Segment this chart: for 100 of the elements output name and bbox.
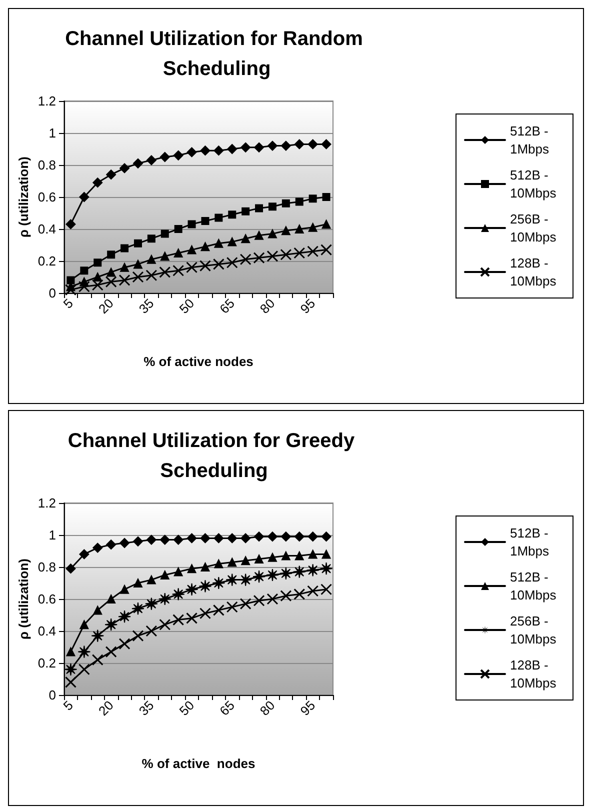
point — [186, 533, 197, 544]
point — [280, 140, 291, 151]
point — [240, 598, 252, 610]
legend-label: 512B - 1Mbps — [510, 124, 552, 156]
point — [80, 266, 88, 275]
point — [200, 242, 210, 252]
y-tick-label: 0.8 — [38, 560, 56, 574]
point — [106, 540, 116, 550]
point — [160, 252, 170, 261]
point — [93, 272, 102, 282]
point — [294, 139, 304, 150]
point — [93, 606, 102, 615]
point — [173, 534, 184, 545]
point — [64, 676, 76, 688]
legend-label: 512B - 10Mbps — [510, 570, 557, 602]
point — [187, 245, 196, 254]
point — [266, 250, 278, 262]
point — [132, 158, 143, 168]
point — [133, 260, 142, 269]
legend-label: 128B - 10Mbps — [510, 658, 557, 690]
point — [120, 584, 130, 594]
point — [307, 246, 319, 258]
point — [266, 593, 278, 605]
point — [64, 662, 78, 676]
point — [134, 239, 142, 248]
point — [66, 219, 76, 230]
point — [322, 193, 330, 201]
y-tick-label: 1 — [48, 528, 56, 542]
point — [92, 178, 103, 188]
x-axis-title: % of active nodes — [144, 354, 254, 369]
point — [254, 230, 264, 240]
x-tick-label: 35 — [136, 698, 157, 719]
point — [79, 549, 90, 560]
point — [186, 262, 198, 274]
point — [200, 562, 210, 572]
y-tick-label: 0.2 — [38, 656, 56, 670]
point — [252, 570, 266, 584]
point — [280, 248, 292, 260]
point — [78, 664, 90, 676]
point — [160, 570, 170, 580]
point — [79, 192, 90, 202]
point — [308, 532, 318, 542]
point — [174, 567, 183, 576]
x-axis-title: % of active nodes — [142, 756, 256, 771]
x-tick-label: 5 — [60, 296, 76, 312]
point — [146, 534, 156, 545]
point — [281, 551, 290, 560]
point — [254, 142, 264, 152]
point — [159, 266, 171, 278]
y-tick-label: 0.6 — [38, 592, 56, 606]
point — [160, 534, 170, 545]
y-tick-label: 0 — [48, 286, 56, 300]
point — [172, 614, 184, 626]
chart-title: Channel Utilization for Random Scheduling — [65, 28, 363, 80]
point — [254, 532, 264, 542]
x-tick-label: 20 — [96, 296, 116, 317]
point — [144, 597, 158, 610]
point — [120, 538, 130, 548]
point — [174, 225, 182, 233]
point — [294, 532, 304, 542]
point — [78, 645, 91, 658]
point — [66, 647, 76, 656]
point — [253, 594, 265, 606]
point — [226, 573, 239, 586]
point — [132, 536, 143, 546]
point — [294, 247, 306, 259]
point — [146, 625, 158, 637]
x-tick-label: 5 — [60, 698, 76, 714]
chart-title: Channel Utilization for Greedy Scheduling — [68, 430, 360, 482]
point — [118, 610, 132, 624]
point — [268, 229, 277, 238]
point — [294, 224, 304, 234]
point — [201, 217, 210, 225]
x-tick-label: 50 — [176, 698, 198, 719]
point — [198, 580, 212, 593]
point — [118, 638, 130, 650]
point — [105, 276, 117, 288]
point — [106, 170, 116, 180]
point — [240, 533, 251, 544]
point — [131, 602, 144, 616]
point — [280, 590, 292, 602]
point — [242, 207, 250, 216]
point — [294, 551, 304, 560]
x-tick-label: 65 — [216, 296, 238, 317]
y-tick-label: 0.4 — [38, 222, 56, 236]
point — [214, 146, 224, 156]
point — [120, 262, 130, 272]
point — [66, 276, 75, 284]
point — [172, 588, 185, 601]
point — [106, 594, 116, 604]
point — [132, 630, 144, 642]
legend-label: 256B - 10Mbps — [510, 212, 557, 244]
point — [282, 199, 290, 208]
point — [214, 214, 223, 222]
point — [105, 646, 117, 658]
point — [295, 198, 304, 206]
point — [241, 556, 250, 566]
point — [294, 588, 306, 600]
point — [321, 532, 332, 542]
point — [132, 271, 144, 283]
